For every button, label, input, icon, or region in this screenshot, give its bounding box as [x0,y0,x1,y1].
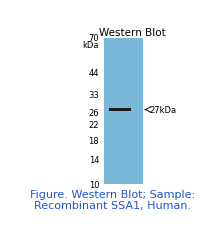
Text: Recombinant SSA1, Human.: Recombinant SSA1, Human. [34,200,191,210]
Text: 26: 26 [88,109,99,117]
Text: 14: 14 [89,155,99,164]
Text: 22: 22 [89,121,99,130]
Bar [104,39,143,185]
Text: Figure. Western Blot; Sample:: Figure. Western Blot; Sample: [30,189,195,199]
Text: 44: 44 [89,69,99,78]
Text: 33: 33 [88,91,99,99]
Text: kDa: kDa [83,40,99,49]
Text: 70: 70 [88,34,99,43]
Bar [109,108,131,112]
Text: 10: 10 [89,180,99,189]
Text: Western Blot: Western Blot [99,28,166,38]
Text: 18: 18 [88,136,99,145]
Text: 27kDa: 27kDa [149,106,176,115]
